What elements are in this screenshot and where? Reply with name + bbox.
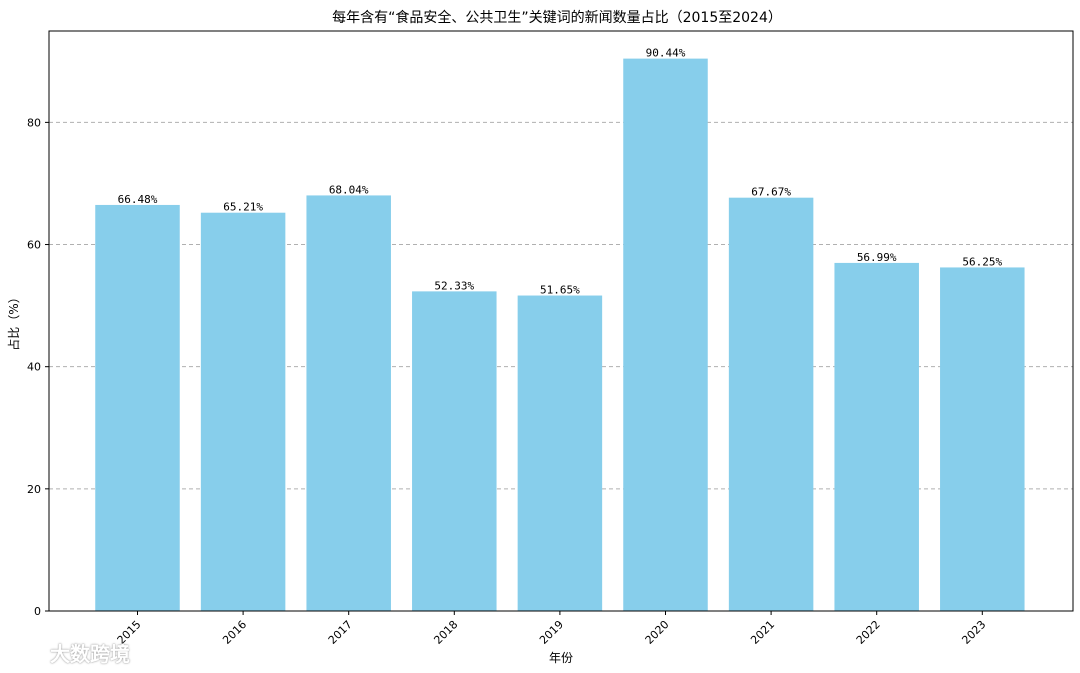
- x-tick-label-2016: 2016: [220, 618, 249, 647]
- data-label-2016: 65.21%: [223, 201, 263, 214]
- bar-2016: [200, 212, 286, 612]
- bar-2019: [517, 295, 603, 611]
- data-label-2022: 56.99%: [857, 251, 897, 264]
- bars-group: [95, 58, 1025, 612]
- data-label-2018: 52.33%: [434, 279, 474, 292]
- data-label-2015: 66.48%: [118, 193, 158, 206]
- y-tick-label: 40: [27, 361, 41, 374]
- bar-2022: [834, 262, 919, 611]
- chart-title: 每年含有“食品安全、公共卫生”关键词的新闻数量占比（2015至2024）: [332, 9, 782, 26]
- dashuo-logo-icon: [9, 642, 45, 664]
- bar-2021: [728, 197, 814, 612]
- y-axis-ticks: 0 20 40 60 80: [27, 116, 49, 618]
- x-tick-label-2022: 2022: [854, 618, 883, 647]
- plot-frame: [48, 30, 1074, 612]
- watermark: 大数跨境: [8, 638, 130, 667]
- data-label-2020: 90.44%: [646, 47, 686, 60]
- data-label-2023: 56.25%: [962, 255, 1002, 268]
- x-axis-ticks: 2015 2016 2017 2018 2019 2020 2021 2022 2023: [115, 611, 988, 647]
- data-label-2019: 51.65%: [540, 284, 580, 297]
- watermark-text: 大数跨境: [50, 642, 130, 666]
- bar-2020: [623, 58, 708, 611]
- bar-2018: [412, 291, 497, 611]
- x-tick-label-2023: 2023: [959, 618, 988, 647]
- x-tick-label-2021: 2021: [748, 618, 777, 647]
- x-tick-label-2019: 2019: [537, 618, 566, 647]
- bar-2023: [940, 267, 1025, 611]
- y-tick-label: 0: [34, 605, 41, 618]
- data-label-2021: 67.67%: [751, 186, 791, 199]
- y-tick-label: 20: [27, 483, 41, 496]
- data-label-2017: 68.04%: [329, 183, 369, 196]
- y-tick-label: 80: [27, 116, 41, 129]
- x-tick-label-2018: 2018: [431, 618, 460, 647]
- data-labels-group: 66.48% 65.21% 68.04% 52.33% 51.65% 90.44% 67.6…: [118, 47, 1003, 297]
- y-tick-label: 60: [27, 239, 41, 252]
- bar-2017: [306, 195, 391, 611]
- y-axis-label: 占比（%）: [6, 291, 21, 350]
- bar-2015: [95, 204, 180, 611]
- x-axis-label: 年份: [549, 651, 573, 665]
- x-tick-label-2020: 2020: [643, 618, 672, 647]
- x-tick-label-2017: 2017: [326, 618, 355, 647]
